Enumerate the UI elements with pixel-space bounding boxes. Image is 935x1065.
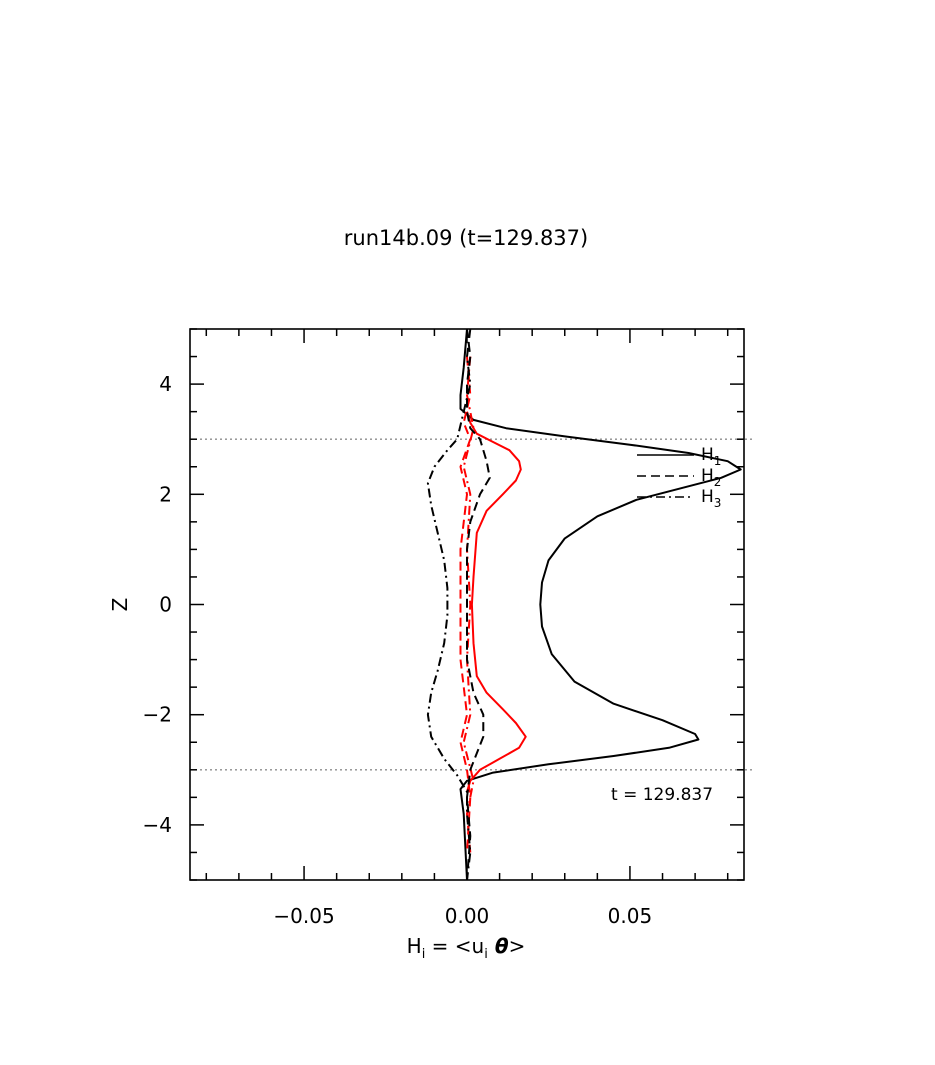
x-tick-label: 0.00 <box>445 904 490 928</box>
y-tick-label: −4 <box>143 813 172 837</box>
series-line-3 <box>462 356 475 853</box>
y-tick-label: 4 <box>159 372 172 396</box>
x-tick-labels: −0.05 0.00 0.05 <box>273 904 652 928</box>
y-tick-label: 2 <box>159 482 172 506</box>
y-tick-label: 0 <box>159 593 172 617</box>
y-tick-label: −2 <box>143 703 172 727</box>
series-group <box>426 329 742 880</box>
x-tick-label: −0.05 <box>273 904 334 928</box>
chart-title: run14b.09 (t=129.837) <box>344 226 588 250</box>
x-tick-label: 0.05 <box>608 904 653 928</box>
legend-label-2: H3 <box>701 487 721 510</box>
x-axis-label: Hi = <ui θ> <box>407 934 526 962</box>
time-annotation: t = 129.837 <box>611 785 713 805</box>
series-line-4 <box>466 329 491 880</box>
series-line-5 <box>426 329 472 880</box>
y-tick-labels: 4 2 0 −2 −4 <box>143 372 172 837</box>
legend-label-1: H2 <box>701 466 721 489</box>
axis-ticks <box>190 328 744 881</box>
legend-label-0: H1 <box>701 445 721 468</box>
series-line-1 <box>466 411 527 793</box>
y-axis-label: Z <box>108 598 132 612</box>
series-line-0 <box>459 329 742 880</box>
series-line-2 <box>459 356 472 853</box>
